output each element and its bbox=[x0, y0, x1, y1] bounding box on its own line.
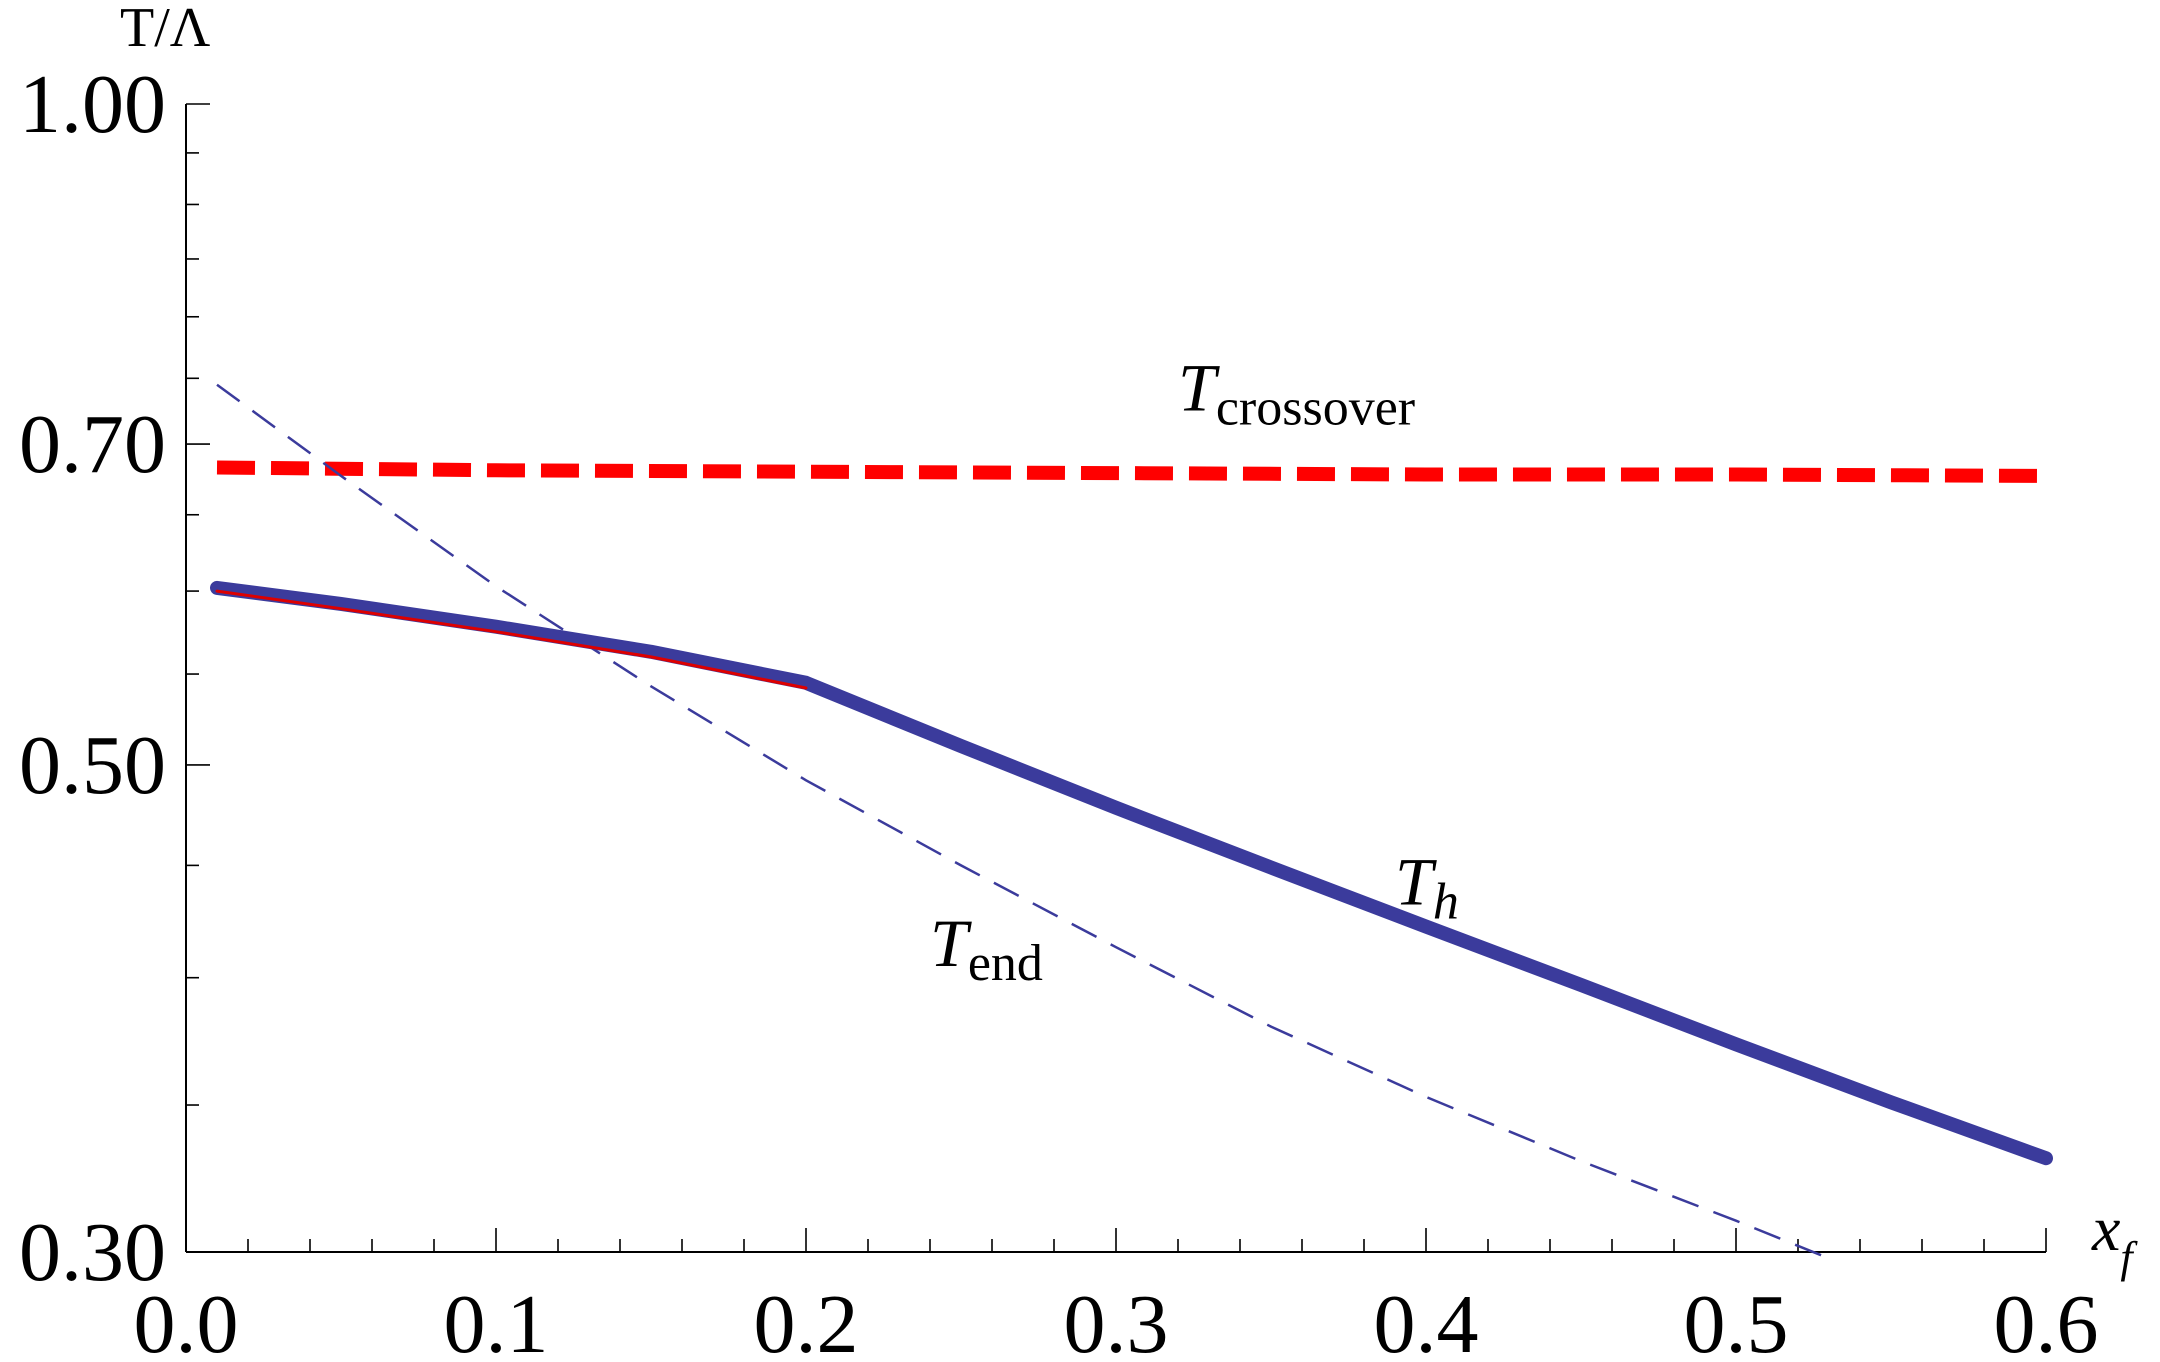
x-tick-label: 0.3 bbox=[1064, 1278, 1169, 1362]
x-tick-label: 0.6 bbox=[1994, 1278, 2099, 1362]
x-tick-label: 0.5 bbox=[1684, 1278, 1789, 1362]
series-label-h: Th bbox=[1395, 843, 1459, 930]
series-line-t-h-red-inner- bbox=[215, 589, 808, 690]
x-tick-label: 0.4 bbox=[1374, 1278, 1479, 1362]
series-line-t-crossover bbox=[216, 460, 2047, 483]
series-label-end: Tend bbox=[930, 905, 1043, 992]
x-tick-label: 0.1 bbox=[444, 1278, 549, 1362]
x-axis-label: xf bbox=[2091, 1193, 2138, 1282]
y-tick-label: 0.30 bbox=[19, 1206, 166, 1299]
series-line-t-end bbox=[216, 383, 1830, 1260]
series-label-crossover: Tcrossover bbox=[1178, 350, 1415, 437]
y-axis-label: T/Λ bbox=[120, 0, 211, 59]
axes: 0.0 0.1 0.2 0.3 0.4 0.5 0.6 1.00 0.70 0.50 0.30 bbox=[19, 58, 2099, 1362]
y-tick-label: 0.70 bbox=[19, 398, 166, 491]
series-layer bbox=[210, 383, 2053, 1260]
x-tick-label: 0.0 bbox=[134, 1278, 239, 1362]
labels: T/Λ xf Tcrossover Th Tend bbox=[120, 0, 2138, 1282]
y-tick-label: 1.00 bbox=[19, 58, 166, 151]
y-tick-label: 0.50 bbox=[19, 719, 166, 812]
x-tick-label: 0.2 bbox=[754, 1278, 859, 1362]
series-line-t-h bbox=[210, 580, 2053, 1166]
